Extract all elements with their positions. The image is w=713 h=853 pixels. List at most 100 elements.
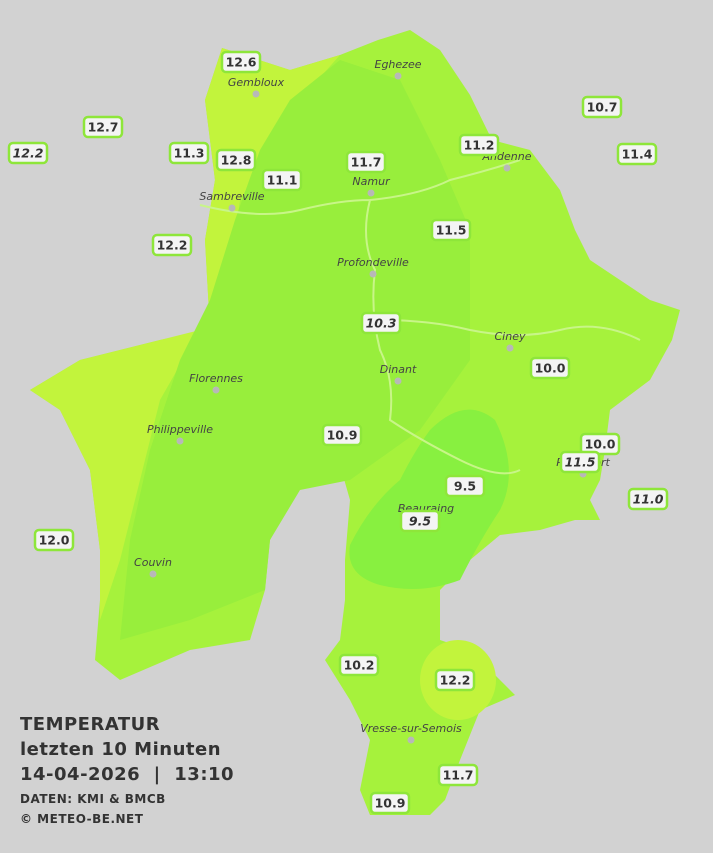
station-temp: 11.7 (443, 768, 474, 783)
station-box (345, 150, 387, 174)
station: 11.4 (616, 142, 658, 166)
station-temp: 9.5 (454, 479, 476, 494)
title: TEMPERATUR (20, 714, 160, 735)
station-box (360, 311, 402, 335)
station-box (616, 142, 658, 166)
city-dot (367, 189, 375, 197)
station: 12.2 (151, 233, 193, 257)
station: 12.2 (434, 668, 476, 692)
source: DATEN: KMI & BMCB (20, 792, 166, 806)
warm-zone-north (205, 48, 340, 330)
city-dot (394, 377, 402, 385)
station-temp: 12.2 (157, 238, 188, 253)
city-dot (252, 90, 260, 98)
station: 11.5 (559, 450, 601, 474)
station: 10.9 (321, 423, 363, 447)
cool-zone (120, 60, 470, 640)
city-dot (228, 204, 236, 212)
station-temp: 11.5 (436, 223, 467, 238)
station: 11.2 (458, 133, 500, 157)
city-label: Florennes (189, 372, 243, 385)
station: 12.7 (82, 115, 124, 139)
station-box (437, 763, 479, 787)
period: letzten 10 Minuten (20, 739, 221, 760)
station: 12.6 (220, 50, 262, 74)
station-temp: 12.2 (440, 673, 471, 688)
city-dot (506, 344, 514, 352)
station-box (7, 141, 49, 165)
station-box (399, 509, 441, 533)
station-temp: 11.4 (622, 147, 653, 162)
city-label: Philippeville (147, 423, 213, 436)
station-box (529, 356, 571, 380)
station-box (215, 148, 257, 172)
station: 11.1 (261, 168, 303, 192)
city-label: Couvin (134, 556, 172, 569)
station: 9.5 (399, 509, 441, 533)
station-temp: 12.8 (221, 153, 252, 168)
city-label: Ciney (495, 330, 526, 343)
station-temp: 10.9 (375, 796, 406, 811)
station-box (581, 95, 623, 119)
city-label: Gembloux (228, 76, 285, 89)
station-temp: 10.9 (327, 428, 358, 443)
city-dot (149, 570, 157, 578)
station-temp: 9.5 (409, 514, 431, 529)
station-box (627, 487, 669, 511)
city-dot (407, 736, 415, 744)
station-box (444, 474, 486, 498)
station-box (82, 115, 124, 139)
station: 11.7 (345, 150, 387, 174)
station-box (579, 432, 621, 456)
timestamp: 14-04-2026 | 13:10 (20, 764, 234, 785)
cold-zone (349, 409, 509, 589)
station-temp: 12.2 (13, 146, 44, 161)
station: 12.0 (33, 528, 75, 552)
city-dot (394, 72, 402, 80)
station: 10.3 (360, 311, 402, 335)
station-box (559, 450, 601, 474)
station-temp: 11.3 (174, 146, 205, 161)
station: 11.0 (627, 487, 669, 511)
city-dot (503, 164, 511, 172)
station-box (338, 653, 380, 677)
station-temp: 11.1 (267, 173, 298, 188)
station: 11.5 (430, 218, 472, 242)
station: 10.0 (579, 432, 621, 456)
station-temp: 11.2 (464, 138, 495, 153)
station-box (168, 141, 210, 165)
city-label: Sambreville (199, 190, 264, 203)
copyright: © METEO-BE.NET (20, 812, 144, 826)
station-temp: 10.3 (366, 316, 397, 331)
warm-zone-west (30, 330, 200, 620)
station-temp: 11.0 (633, 492, 664, 507)
station-temp: 12.6 (226, 55, 257, 70)
station: 12.8 (215, 148, 257, 172)
station-temp: 10.0 (535, 361, 566, 376)
station-box (151, 233, 193, 257)
station-temp: 10.2 (344, 658, 375, 673)
station: 12.2 (7, 141, 49, 165)
city-label: Eghezee (375, 58, 422, 71)
city-label: Profondeville (337, 256, 409, 269)
city-dot (176, 437, 184, 445)
station-temp: 10.7 (587, 100, 618, 115)
station: 10.9 (369, 791, 411, 815)
station-temp: 12.0 (39, 533, 70, 548)
rivers (199, 159, 641, 475)
station-temp: 12.7 (88, 120, 119, 135)
city-label: Dinant (380, 363, 417, 376)
city-label: Namur (352, 175, 391, 188)
station-temp: 10.0 (585, 437, 616, 452)
city-dot (212, 386, 220, 394)
station: 10.2 (338, 653, 380, 677)
station-box (33, 528, 75, 552)
station-temp: 11.5 (565, 455, 596, 470)
station-box (430, 218, 472, 242)
station-box (220, 50, 262, 74)
station: 10.7 (581, 95, 623, 119)
station: 11.7 (437, 763, 479, 787)
station-box (369, 791, 411, 815)
station: 11.3 (168, 141, 210, 165)
